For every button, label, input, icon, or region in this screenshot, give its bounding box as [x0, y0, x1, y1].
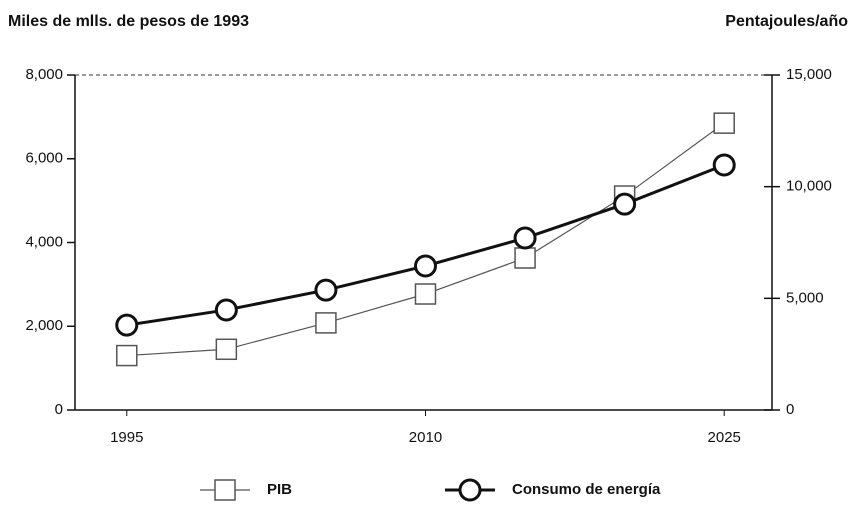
- legend-marker: [458, 478, 482, 502]
- y2-tick-label: 15,000: [786, 66, 832, 83]
- marker: [713, 112, 735, 134]
- y2-tick-label: 0: [786, 401, 794, 418]
- marker: [315, 312, 337, 334]
- y-tick-label: 2,000: [25, 317, 63, 334]
- marker: [514, 247, 536, 269]
- marker: [613, 192, 637, 216]
- x-tick-label: 2010: [409, 429, 442, 446]
- y-tick-label: 8,000: [25, 66, 63, 83]
- series-line: [126, 122, 725, 357]
- legend-label: PIB: [267, 481, 292, 498]
- marker: [314, 278, 338, 302]
- x-tick-label: 2025: [708, 429, 741, 446]
- marker: [414, 283, 437, 305]
- y-tick-label: 4,000: [25, 233, 63, 250]
- marker: [215, 338, 238, 361]
- y2-axis-title: Pentajoules/año: [725, 13, 848, 30]
- y-tick-label: 6,000: [25, 150, 63, 167]
- y2-tick-label: 5,000: [786, 289, 824, 306]
- y-tick-label: 0: [55, 401, 63, 418]
- marker: [214, 298, 238, 322]
- marker: [513, 226, 537, 250]
- legend-marker: [214, 479, 236, 501]
- marker: [413, 254, 437, 278]
- marker: [116, 344, 138, 367]
- marker: [115, 313, 139, 337]
- y2-tick-label: 10,000: [786, 178, 832, 195]
- y-axis-title: Miles de mlls. de pesos de 1993: [8, 13, 249, 30]
- legend-label: Consumo de energía: [512, 481, 661, 498]
- marker: [712, 153, 736, 177]
- x-tick-label: 1995: [110, 429, 143, 446]
